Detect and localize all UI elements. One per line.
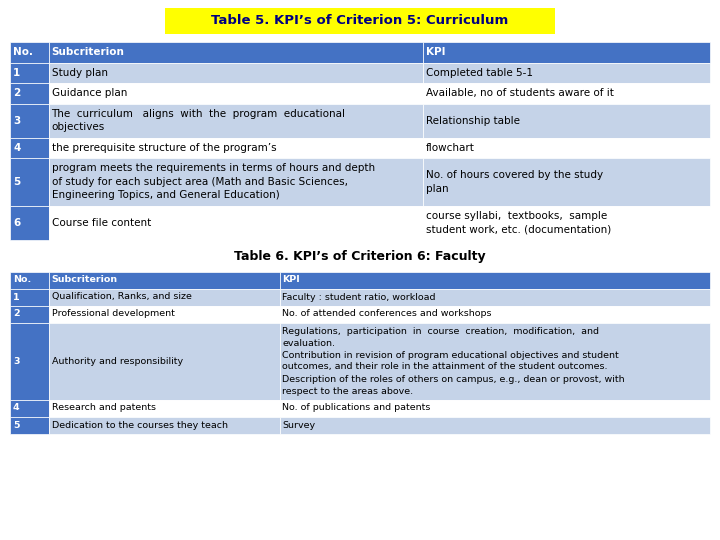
Bar bbox=[279, 306, 710, 322]
Text: KPI: KPI bbox=[426, 47, 446, 57]
Bar bbox=[48, 42, 423, 63]
Text: Subcriterion: Subcriterion bbox=[52, 47, 125, 57]
Text: 3: 3 bbox=[13, 356, 19, 366]
Text: 3: 3 bbox=[13, 116, 20, 125]
Bar bbox=[423, 63, 710, 83]
Text: No. of hours covered by the study: No. of hours covered by the study bbox=[426, 170, 603, 180]
Text: 6: 6 bbox=[13, 218, 20, 227]
Text: 1: 1 bbox=[13, 68, 20, 78]
Text: course syllabi,  textbooks,  sample: course syllabi, textbooks, sample bbox=[426, 211, 607, 221]
Bar bbox=[423, 158, 710, 206]
Bar bbox=[48, 104, 423, 138]
Text: No. of publications and patents: No. of publications and patents bbox=[282, 403, 431, 413]
Bar bbox=[48, 63, 423, 83]
Bar bbox=[48, 272, 279, 288]
Text: 2: 2 bbox=[13, 309, 19, 319]
Text: program meets the requirements in terms of hours and depth: program meets the requirements in terms … bbox=[52, 163, 374, 173]
Text: student work, etc. (documentation): student work, etc. (documentation) bbox=[426, 224, 611, 234]
Bar bbox=[279, 416, 710, 434]
Text: Course file content: Course file content bbox=[52, 218, 150, 227]
Bar bbox=[48, 158, 423, 206]
Bar bbox=[165, 8, 555, 34]
Bar bbox=[423, 42, 710, 63]
Bar bbox=[48, 83, 423, 104]
Bar bbox=[10, 306, 48, 322]
Text: Engineering Topics, and General Education): Engineering Topics, and General Educatio… bbox=[52, 190, 279, 200]
Text: 5: 5 bbox=[13, 421, 19, 429]
Text: respect to the areas above.: respect to the areas above. bbox=[282, 387, 413, 395]
Bar bbox=[10, 416, 48, 434]
Bar bbox=[423, 83, 710, 104]
Bar bbox=[10, 288, 48, 306]
Bar bbox=[10, 272, 48, 288]
Text: Research and patents: Research and patents bbox=[52, 403, 156, 413]
Text: Relationship table: Relationship table bbox=[426, 116, 520, 125]
Bar bbox=[10, 400, 48, 416]
Bar bbox=[10, 322, 48, 400]
Text: flowchart: flowchart bbox=[426, 143, 475, 153]
Bar bbox=[10, 63, 48, 83]
Text: Guidance plan: Guidance plan bbox=[52, 88, 127, 98]
Bar bbox=[48, 206, 423, 240]
Text: 4: 4 bbox=[13, 403, 19, 413]
Text: Professional development: Professional development bbox=[52, 309, 174, 319]
Bar bbox=[279, 288, 710, 306]
Bar bbox=[279, 272, 710, 288]
Bar bbox=[10, 42, 48, 63]
Text: No.: No. bbox=[13, 275, 31, 285]
Bar bbox=[423, 138, 710, 158]
Bar bbox=[423, 206, 710, 240]
Text: No. of attended conferences and workshops: No. of attended conferences and workshop… bbox=[282, 309, 492, 319]
Text: Available, no of students aware of it: Available, no of students aware of it bbox=[426, 88, 614, 98]
Text: Contribution in revision of program educational objectives and student: Contribution in revision of program educ… bbox=[282, 350, 619, 360]
Bar bbox=[10, 206, 48, 240]
Text: 1: 1 bbox=[13, 293, 19, 301]
Bar bbox=[10, 104, 48, 138]
Bar bbox=[10, 83, 48, 104]
Text: No.: No. bbox=[13, 47, 33, 57]
Text: Table 5. KPI’s of Criterion 5: Curriculum: Table 5. KPI’s of Criterion 5: Curriculu… bbox=[212, 15, 508, 28]
Text: Dedication to the courses they teach: Dedication to the courses they teach bbox=[52, 421, 228, 429]
Text: the prerequisite structure of the program’s: the prerequisite structure of the progra… bbox=[52, 143, 276, 153]
Bar bbox=[48, 288, 279, 306]
Bar bbox=[48, 306, 279, 322]
Text: 2: 2 bbox=[13, 88, 20, 98]
Bar bbox=[48, 322, 279, 400]
Text: 4: 4 bbox=[13, 143, 20, 153]
Bar bbox=[48, 138, 423, 158]
Text: plan: plan bbox=[426, 184, 449, 193]
Bar bbox=[279, 400, 710, 416]
Text: The  curriculum   aligns  with  the  program  educational: The curriculum aligns with the program e… bbox=[52, 109, 346, 119]
Bar bbox=[423, 104, 710, 138]
Text: objectives: objectives bbox=[52, 122, 104, 132]
Text: Completed table 5-1: Completed table 5-1 bbox=[426, 68, 533, 78]
Bar bbox=[279, 322, 710, 400]
Text: Study plan: Study plan bbox=[52, 68, 107, 78]
Text: KPI: KPI bbox=[282, 275, 300, 285]
Bar bbox=[48, 416, 279, 434]
Text: Authority and responsibility: Authority and responsibility bbox=[52, 356, 183, 366]
Text: outcomes, and their role in the attainment of the student outcomes.: outcomes, and their role in the attainme… bbox=[282, 362, 608, 372]
Text: Description of the roles of others on campus, e.g., dean or provost, with: Description of the roles of others on ca… bbox=[282, 375, 625, 383]
Text: Regulations,  participation  in  course  creation,  modification,  and: Regulations, participation in course cre… bbox=[282, 327, 600, 335]
Bar bbox=[48, 400, 279, 416]
Text: Faculty : student ratio, workload: Faculty : student ratio, workload bbox=[282, 293, 436, 301]
Bar bbox=[10, 158, 48, 206]
Text: Subcriterion: Subcriterion bbox=[52, 275, 117, 285]
Text: Qualification, Ranks, and size: Qualification, Ranks, and size bbox=[52, 293, 192, 301]
Text: evaluation.: evaluation. bbox=[282, 339, 336, 348]
Text: Survey: Survey bbox=[282, 421, 315, 429]
Text: Table 6. KPI’s of Criterion 6: Faculty: Table 6. KPI’s of Criterion 6: Faculty bbox=[234, 250, 486, 263]
Text: 5: 5 bbox=[13, 177, 20, 187]
Text: of study for each subject area (Math and Basic Sciences,: of study for each subject area (Math and… bbox=[52, 177, 348, 187]
Bar bbox=[10, 138, 48, 158]
